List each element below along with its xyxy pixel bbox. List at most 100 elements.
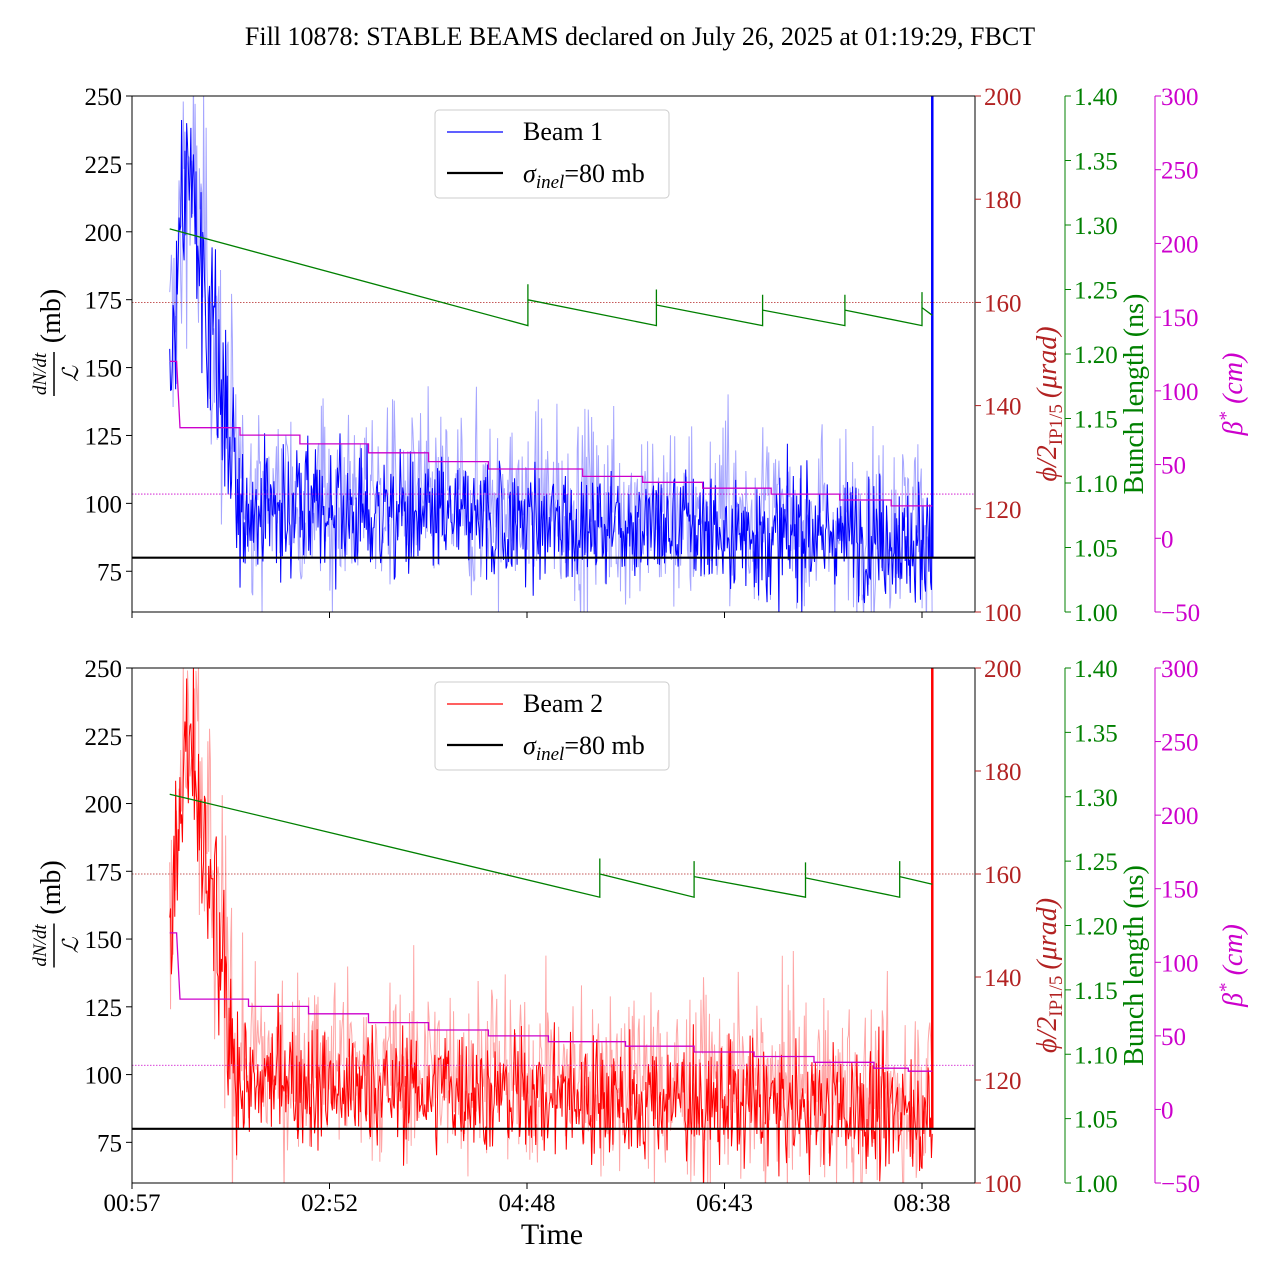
left-axis-label-numerator: dN/dt: [30, 924, 51, 967]
left-tick-label: 225: [85, 152, 123, 179]
bunch-tick-label: 1.25: [1074, 849, 1118, 876]
x-tick-label: 06:43: [696, 1190, 753, 1217]
bunch-tick-label: 1.30: [1074, 785, 1118, 812]
legend-sigma-label: σinel=80 mb: [523, 159, 645, 193]
beta-tick-label: 50: [1161, 1024, 1186, 1051]
series-beta-star: [169, 360, 933, 507]
x-axis: 00:57 02:52 04:48 06:43 08:38: [104, 612, 951, 1217]
left-tick-label: 100: [85, 491, 123, 518]
legend-sigma-label: σinel=80 mb: [523, 731, 645, 765]
bunch-tick-label: 1.20: [1074, 914, 1118, 941]
bunch-tick-label: 1.20: [1074, 342, 1118, 369]
beta-tick-label: 0: [1161, 526, 1174, 553]
beta-tick-label: −50: [1161, 600, 1200, 627]
bunch-tick-label: 1.05: [1074, 536, 1118, 563]
legend-beam-label: Beam 2: [523, 689, 603, 718]
legend: Beam 2 σinel=80 mb: [434, 681, 670, 771]
left-tick-label: 250: [85, 84, 123, 111]
beta-axis-label: β*(cm): [1216, 924, 1249, 1008]
left-tick-label: 250: [85, 656, 123, 683]
bunch-axis-label: Bunch length (ns): [1119, 294, 1150, 495]
bunch-tick-label: 1.35: [1074, 149, 1118, 176]
beta-axis-label: β*(cm): [1216, 353, 1249, 437]
beta-tick-label: 200: [1161, 803, 1199, 830]
left-axis-label: dN/dt ℒ (mb): [30, 860, 83, 968]
x-tick-label: 00:57: [104, 1190, 161, 1217]
beta-tick-label: 300: [1161, 656, 1199, 683]
left-tick-label: 200: [85, 220, 123, 247]
left-axis-label-denominator: ℒ: [58, 365, 83, 382]
beta-tick-label: 50: [1161, 453, 1186, 480]
x-tick-label: 04:48: [499, 1190, 556, 1217]
panel-top: 75 100 125 150 175 200 225 250 dN/dt ℒ (mb) 100 120 1…: [30, 84, 1249, 627]
crossing-tick-label: 180: [984, 759, 1022, 786]
left-axis-label-numerator: dN/dt: [30, 352, 51, 395]
crossing-axis-label: ϕ/2IP1/5(μrad): [1032, 326, 1067, 481]
crossing-tick-label: 100: [984, 1171, 1022, 1198]
left-tick-label: 225: [85, 724, 123, 751]
bunch-tick-label: 1.25: [1074, 278, 1118, 305]
beta-tick-label: 300: [1161, 84, 1199, 111]
bunch-tick-label: 1.40: [1074, 656, 1118, 683]
crossing-tick-label: 200: [984, 656, 1022, 683]
crossing-tick-label: 160: [984, 290, 1022, 317]
bunch-tick-label: 1.00: [1074, 600, 1118, 627]
series-beam-light: [169, 668, 933, 1183]
series-beam: [169, 668, 933, 1183]
left-tick-label: 175: [85, 859, 123, 886]
beta-tick-label: 250: [1161, 158, 1199, 185]
left-tick-label: 125: [85, 423, 123, 450]
series-bunch-length: [169, 793, 933, 899]
beta-tick-label: 150: [1161, 305, 1199, 332]
bunch-tick-label: 1.00: [1074, 1171, 1118, 1198]
bunch-tick-label: 1.15: [1074, 978, 1118, 1005]
left-tick-label: 175: [85, 288, 123, 315]
plot-area: [132, 668, 975, 1183]
left-axis-label-unit: (mb): [36, 289, 67, 343]
crossing-tick-label: 200: [984, 84, 1022, 111]
series-bunch-length: [169, 228, 933, 327]
series-beta-star: [169, 932, 933, 1072]
plot-area: [132, 96, 975, 612]
left-axis-label: dN/dt ℒ (mb): [30, 289, 83, 396]
series-beam-light: [169, 96, 933, 612]
beta-tick-label: 200: [1161, 231, 1199, 258]
crossing-axis-label: ϕ/2IP1/5(μrad): [1032, 898, 1067, 1053]
bunch-tick-label: 1.35: [1074, 720, 1118, 747]
chart-title: Fill 10878: STABLE BEAMS declared on Jul…: [245, 22, 1035, 51]
x-axis-label: Time: [521, 1218, 583, 1251]
beta-tick-label: −50: [1161, 1171, 1200, 1198]
legend-beam-label: Beam 1: [523, 117, 603, 146]
bunch-tick-label: 1.10: [1074, 471, 1118, 498]
series-beam: [169, 119, 933, 612]
left-tick-label: 75: [97, 1130, 122, 1157]
bunch-axis-label: Bunch length (ns): [1119, 865, 1150, 1066]
left-tick-label: 200: [85, 792, 123, 819]
bunch-tick-label: 1.05: [1074, 1107, 1118, 1134]
crossing-tick-label: 120: [984, 497, 1022, 524]
panel-bottom: 75 100 125 150 175 200 225 250 dN/dt ℒ (mb) 100 120 1…: [30, 656, 1249, 1198]
x-tick-label: 02:52: [301, 1190, 358, 1217]
crossing-tick-label: 140: [984, 965, 1022, 992]
bunch-tick-label: 1.30: [1074, 213, 1118, 240]
crossing-tick-label: 140: [984, 394, 1022, 421]
bunch-tick-label: 1.40: [1074, 84, 1118, 111]
plot-frame: [131, 95, 976, 613]
left-tick-label: 150: [85, 927, 123, 954]
left-axis-label-denominator: ℒ: [58, 936, 83, 953]
left-tick-label: 100: [85, 1063, 123, 1090]
crossing-tick-label: 180: [984, 187, 1022, 214]
legend: Beam 1 σinel=80 mb: [434, 109, 670, 199]
crossing-tick-label: 100: [984, 600, 1022, 627]
left-tick-label: 75: [97, 559, 122, 586]
left-axis-label-unit: (mb): [36, 860, 67, 914]
plot-frame: [131, 667, 976, 1184]
crossing-tick-label: 160: [984, 862, 1022, 889]
left-tick-label: 150: [85, 356, 123, 383]
bunch-tick-label: 1.10: [1074, 1042, 1118, 1069]
beta-tick-label: 100: [1161, 379, 1199, 406]
x-tick-label: 08:38: [894, 1190, 951, 1217]
beta-tick-label: 0: [1161, 1097, 1174, 1124]
bunch-tick-label: 1.15: [1074, 407, 1118, 434]
